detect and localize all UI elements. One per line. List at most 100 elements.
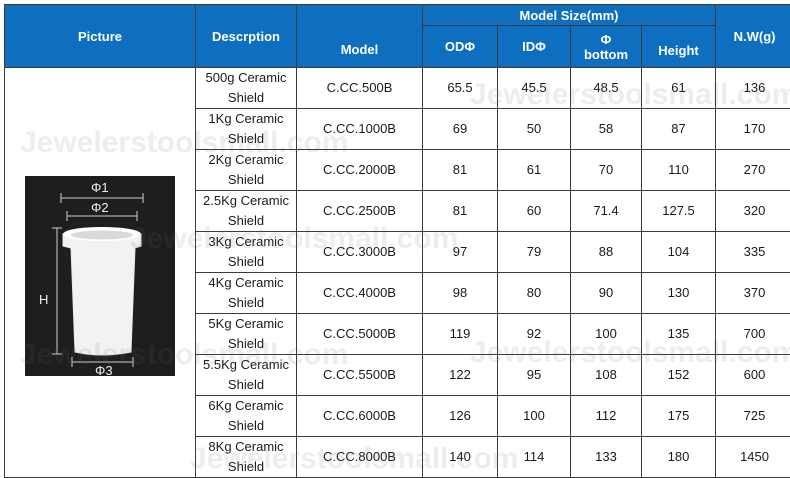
- row-net-weight: 1450: [716, 437, 790, 478]
- row-model: C.CC.6000B: [297, 396, 423, 437]
- picture-cell: Φ1 Φ2 Φ3 H: [5, 68, 196, 478]
- row-description-line2: Shield: [196, 334, 296, 354]
- row-od: 140: [423, 437, 498, 478]
- row-height: 180: [642, 437, 716, 478]
- row-height: 87: [642, 109, 716, 150]
- row-id: 80: [498, 273, 571, 314]
- row-model: C.CC.2500B: [297, 191, 423, 232]
- row-net-weight: 335: [716, 232, 790, 273]
- row-model: C.CC.500B: [297, 68, 423, 109]
- row-description-line1: 3Kg Ceramic: [196, 232, 296, 252]
- header-id: IDΦ: [498, 26, 571, 68]
- row-bottom: 58: [571, 109, 642, 150]
- row-od: 122: [423, 355, 498, 396]
- row-height: 175: [642, 396, 716, 437]
- row-model: C.CC.8000B: [297, 437, 423, 478]
- row-height: 110: [642, 150, 716, 191]
- row-od: 69: [423, 109, 498, 150]
- row-height: 127.5: [642, 191, 716, 232]
- row-height: 152: [642, 355, 716, 396]
- row-net-weight: 600: [716, 355, 790, 396]
- header-bottom-label: bottom: [571, 47, 641, 62]
- header-net-weight: N.W(g): [716, 5, 790, 68]
- row-description-line2: Shield: [196, 211, 296, 231]
- row-net-weight: 725: [716, 396, 790, 437]
- row-description-line1: 6Kg Ceramic: [196, 396, 296, 416]
- row-model: C.CC.2000B: [297, 150, 423, 191]
- row-id: 60: [498, 191, 571, 232]
- header-bottom: Φ bottom: [571, 26, 642, 68]
- row-bottom: 90: [571, 273, 642, 314]
- row-net-weight: 270: [716, 150, 790, 191]
- row-id: 79: [498, 232, 571, 273]
- row-od: 81: [423, 191, 498, 232]
- row-description-line1: 2.5Kg Ceramic: [196, 191, 296, 211]
- row-model: C.CC.5000B: [297, 314, 423, 355]
- row-id: 95: [498, 355, 571, 396]
- row-height: 104: [642, 232, 716, 273]
- row-net-weight: 320: [716, 191, 790, 232]
- row-description-line2: Shield: [196, 129, 296, 149]
- row-description-line1: 1Kg Ceramic: [196, 109, 296, 129]
- header-description: Descrption: [196, 5, 297, 68]
- header-model-size: Model Size(mm): [423, 5, 716, 26]
- row-bottom: 70: [571, 150, 642, 191]
- row-id: 45.5: [498, 68, 571, 109]
- row-description-line2: Shield: [196, 457, 296, 477]
- diagram-label-phi3: Φ3: [95, 363, 113, 376]
- row-height: 135: [642, 314, 716, 355]
- row-id: 114: [498, 437, 571, 478]
- row-model: C.CC.5500B: [297, 355, 423, 396]
- diagram-label-phi1: Φ1: [91, 180, 109, 195]
- row-description-line1: 8Kg Ceramic: [196, 437, 296, 457]
- row-bottom: 108: [571, 355, 642, 396]
- row-id: 50: [498, 109, 571, 150]
- diagram-label-phi2: Φ2: [91, 200, 109, 215]
- row-bottom: 100: [571, 314, 642, 355]
- crucible-diagram: Φ1 Φ2 Φ3 H: [25, 176, 175, 376]
- row-bottom: 88: [571, 232, 642, 273]
- row-model: C.CC.4000B: [297, 273, 423, 314]
- row-description-line2: Shield: [196, 416, 296, 436]
- row-id: 61: [498, 150, 571, 191]
- row-bottom: 112: [571, 396, 642, 437]
- row-description-line2: Shield: [196, 252, 296, 272]
- row-description-line1: 5Kg Ceramic: [196, 314, 296, 334]
- header-bottom-phi: Φ: [571, 32, 641, 47]
- row-od: 81: [423, 150, 498, 191]
- row-bottom: 71.4: [571, 191, 642, 232]
- spec-table: Picture Descrption Model Model Size(mm) …: [4, 4, 790, 478]
- row-od: 119: [423, 314, 498, 355]
- row-description-line2: Shield: [196, 170, 296, 190]
- row-net-weight: 700: [716, 314, 790, 355]
- row-description-line2: Shield: [196, 293, 296, 313]
- row-description-line1: 500g Ceramic: [196, 68, 296, 88]
- row-description-line1: 5.5Kg Ceramic: [196, 355, 296, 375]
- header-height: Height: [642, 26, 716, 68]
- row-od: 65.5: [423, 68, 498, 109]
- diagram-label-h: H: [39, 292, 48, 307]
- row-id: 100: [498, 396, 571, 437]
- row-od: 126: [423, 396, 498, 437]
- row-net-weight: 136: [716, 68, 790, 109]
- row-id: 92: [498, 314, 571, 355]
- row-od: 98: [423, 273, 498, 314]
- row-height: 61: [642, 68, 716, 109]
- row-net-weight: 370: [716, 273, 790, 314]
- header-model: Model: [297, 5, 423, 68]
- row-model: C.CC.3000B: [297, 232, 423, 273]
- row-description-line1: 2Kg Ceramic: [196, 150, 296, 170]
- row-net-weight: 170: [716, 109, 790, 150]
- row-bottom: 133: [571, 437, 642, 478]
- row-height: 130: [642, 273, 716, 314]
- row-description-line2: Shield: [196, 88, 296, 108]
- row-description-line1: 4Kg Ceramic: [196, 273, 296, 293]
